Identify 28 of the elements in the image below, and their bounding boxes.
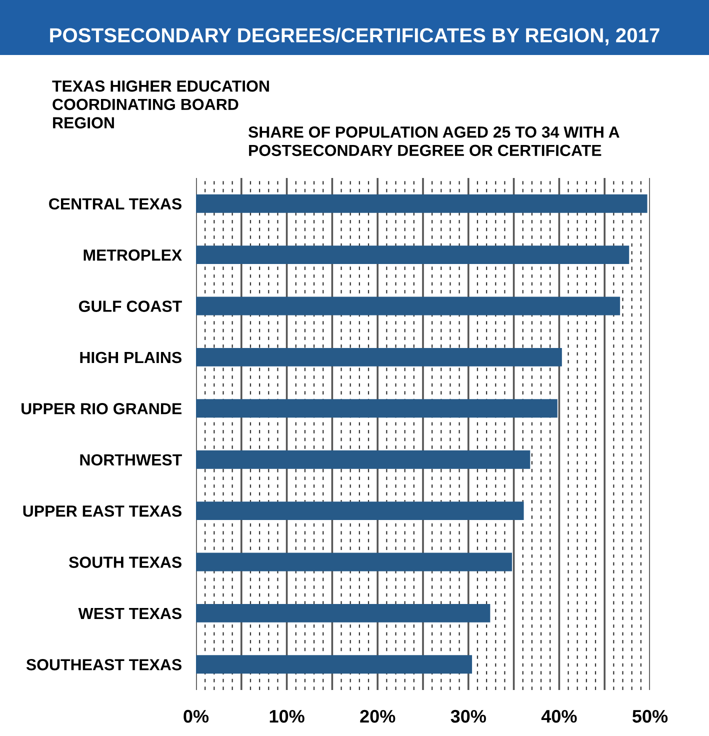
x-tick-label: 0% — [184, 710, 209, 723]
x-tick-label: 10% — [270, 710, 304, 723]
chart-title: POSTSECONDARY DEGREES/CERTIFICATES BY REGION, 2017 — [50, 28, 660, 46]
bar — [196, 399, 558, 418]
x-tick-label: 30% — [450, 710, 486, 723]
bar — [196, 296, 620, 316]
y-tick-label: SOUTH TEXAS — [68, 556, 182, 568]
bar — [196, 194, 648, 213]
bar — [196, 450, 530, 469]
x-tick-label: 50% — [632, 710, 668, 723]
bar — [196, 552, 512, 572]
y-tick-label: HIGH PLAINS — [80, 352, 182, 364]
y-tick-label: CENTRAL TEXAS — [49, 198, 182, 210]
bar — [196, 604, 490, 622]
bar — [196, 246, 630, 264]
bar — [196, 655, 472, 674]
y-tick-label: UPPER EAST TEXAS — [23, 505, 182, 517]
y-tick-label: GULF COAST — [78, 300, 182, 312]
x-tick-label: 40% — [541, 710, 577, 723]
y-tick-label: SOUTHEAST TEXAS — [26, 659, 182, 670]
y-tick-label: METROPLEX — [84, 249, 182, 261]
bar — [196, 348, 562, 366]
bar — [196, 502, 524, 520]
y-tick-label: WEST TEXAS — [78, 608, 182, 620]
x-tick-label: 20% — [360, 710, 396, 723]
x-axis-title: SHARE OF POPULATION AGED 25 TO 34 WITH A POSTSECONDARY DEGREE OR CERTIFICATE — [248, 126, 620, 156]
y-tick-label: NORTHWEST — [80, 454, 182, 466]
y-tick-label: UPPER RIO GRANDE — [22, 403, 182, 414]
